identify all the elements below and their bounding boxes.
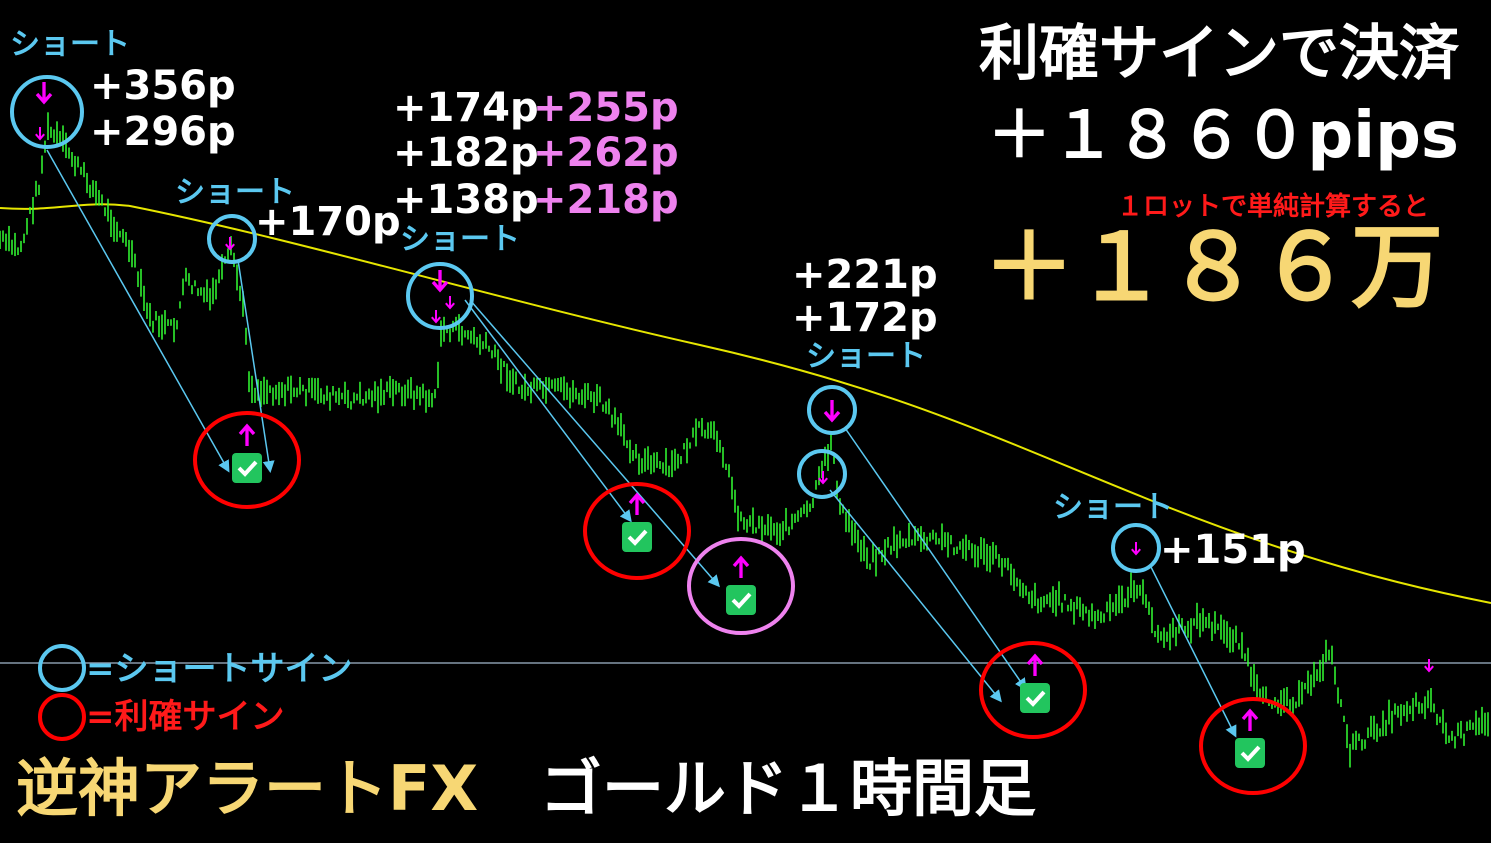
trade-arrow bbox=[46, 149, 230, 473]
buy-arrow-icon bbox=[238, 423, 256, 446]
moving-average-line bbox=[0, 203, 1491, 604]
pips-label: +221p bbox=[792, 252, 938, 298]
sell-arrow-icon bbox=[818, 471, 828, 485]
check-mark-icon bbox=[731, 592, 752, 609]
trade-arrow bbox=[829, 489, 1002, 703]
alt-pips-label: +262p bbox=[533, 130, 679, 176]
pips-label: +170p bbox=[255, 199, 401, 245]
pips-label: +138p bbox=[393, 177, 539, 223]
profit-signal-circle bbox=[687, 537, 795, 635]
check-mark-icon bbox=[1025, 690, 1046, 707]
buy-arrow-icon bbox=[1026, 653, 1044, 676]
profit-signal-circle bbox=[193, 411, 301, 509]
check-icon bbox=[726, 585, 756, 615]
legend-short-circle bbox=[38, 644, 86, 692]
short-signal-circle bbox=[207, 214, 257, 264]
sell-arrow-icon bbox=[431, 310, 441, 324]
sell-arrow-icon bbox=[35, 127, 45, 141]
alt-pips-label: +255p bbox=[533, 85, 679, 131]
check-icon bbox=[1020, 683, 1050, 713]
short-label: ショート bbox=[10, 27, 130, 62]
trade-arrow bbox=[469, 299, 720, 588]
legend-short-label: =ショートサイン bbox=[86, 649, 353, 689]
check-icon bbox=[232, 453, 262, 483]
trade-arrow bbox=[844, 427, 1027, 691]
trade-arrow bbox=[464, 299, 632, 523]
profit-signal-circle bbox=[979, 641, 1087, 739]
short-label: ショート bbox=[806, 339, 926, 374]
profit-signal-circle bbox=[583, 482, 691, 580]
check-mark-icon bbox=[237, 460, 258, 477]
pips-label: +296p bbox=[90, 109, 236, 155]
short-signal-circle bbox=[807, 385, 857, 435]
pips-label: +151p bbox=[1160, 527, 1306, 573]
short-signal-circle bbox=[406, 262, 474, 330]
chart-subtitle: ゴールド１時間足 bbox=[540, 752, 1037, 825]
sell-arrow-icon bbox=[431, 270, 449, 293]
short-label: ショート bbox=[175, 175, 295, 210]
sell-arrow-icon bbox=[1131, 542, 1141, 556]
headline-total-yen: ＋１８６万 bbox=[982, 214, 1443, 321]
legend-profit-circle bbox=[38, 693, 86, 741]
short-signal-circle bbox=[10, 75, 84, 149]
short-signal-circle bbox=[797, 449, 847, 499]
sell-arrow-icon bbox=[823, 400, 841, 423]
short-signal-circle bbox=[1111, 523, 1161, 573]
profit-signal-circle bbox=[1199, 697, 1307, 795]
headline-title: 利確サインで決済 bbox=[979, 19, 1459, 89]
sell-arrow-icon bbox=[225, 237, 235, 251]
short-label: ショート bbox=[400, 222, 520, 257]
check-mark-icon bbox=[1240, 745, 1261, 762]
brand-title: 逆神アラートFX bbox=[16, 752, 479, 825]
pips-label: +174p bbox=[393, 85, 539, 131]
sell-arrow-icon bbox=[445, 296, 455, 310]
check-icon bbox=[622, 522, 652, 552]
short-label: ショート bbox=[1053, 490, 1173, 525]
sell-arrow-icon bbox=[35, 82, 53, 105]
buy-arrow-icon bbox=[732, 555, 750, 578]
legend-profit-label: =利確サイン bbox=[86, 697, 285, 737]
check-icon bbox=[1235, 738, 1265, 768]
buy-arrow-icon bbox=[1241, 708, 1259, 731]
sell-arrow-icon bbox=[1424, 659, 1434, 673]
pips-label: +172p bbox=[792, 295, 938, 341]
headline-lot-note: １ロットで単純計算すると bbox=[1116, 192, 1429, 222]
pips-label: +356p bbox=[90, 63, 236, 109]
buy-arrow-icon bbox=[628, 492, 646, 515]
pips-label: +182p bbox=[393, 130, 539, 176]
headline-total-pips: ＋１８６０pips bbox=[987, 99, 1459, 173]
trade-arrow bbox=[237, 259, 275, 473]
check-mark-icon bbox=[627, 529, 648, 546]
alt-pips-label: +218p bbox=[533, 177, 679, 223]
